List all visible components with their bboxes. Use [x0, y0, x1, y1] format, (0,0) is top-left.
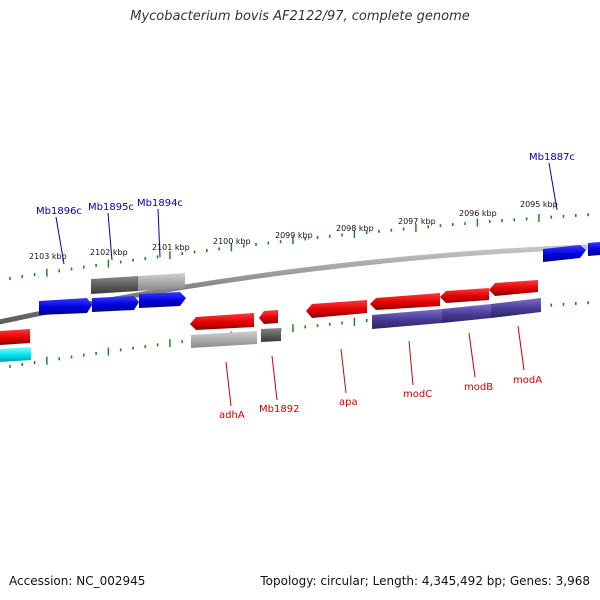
cds-reverse[interactable]: [190, 313, 254, 330]
scale-label: 2098 kbp: [336, 224, 374, 233]
map-title: Mycobacterium bovis AF2122/97, complete …: [130, 9, 470, 24]
accession-text: Accession: NC_002945: [9, 574, 146, 588]
cds-forward[interactable]: [39, 298, 92, 315]
gene-feature[interactable]: [91, 276, 138, 294]
scale-labels: 2103 kbp 2102 kbp 2101 kbp 2100 kbp 2099…: [29, 200, 558, 261]
cds-reverse[interactable]: [0, 329, 30, 345]
gene-label[interactable]: Mb1894c: [137, 198, 183, 209]
gene-label[interactable]: Mb1895c: [88, 202, 134, 213]
gene-label[interactable]: modA: [513, 375, 542, 386]
rna-feature[interactable]: [0, 347, 31, 362]
gene-feature[interactable]: [261, 328, 281, 342]
label-leaders-bottom: [225, 325, 525, 407]
operon-feature[interactable]: [491, 298, 541, 318]
cds-reverse[interactable]: [440, 288, 489, 303]
scale-label: 2102 kbp: [90, 248, 128, 257]
genome-summary-text: Topology: circular; Length: 4,345,492 bp…: [260, 574, 590, 588]
scale-label: 2095 kbp: [520, 200, 558, 209]
scale-label: 2101 kbp: [152, 243, 190, 252]
gene-label[interactable]: Mb1892: [259, 404, 299, 415]
gene-label[interactable]: modB: [464, 382, 493, 393]
cds-forward[interactable]: [92, 296, 139, 312]
scale-label: 2097 kbp: [398, 217, 436, 226]
cds-forward[interactable]: [588, 242, 600, 256]
cds-forward[interactable]: [543, 245, 586, 262]
gene-label[interactable]: modC: [403, 389, 432, 400]
gene-feature[interactable]: [191, 331, 257, 348]
scale-label: 2099 kbp: [275, 231, 313, 240]
gene-feature[interactable]: [138, 273, 185, 291]
scale-ticks-outer: [9, 213, 589, 280]
gene-label[interactable]: Mb1887c: [529, 152, 575, 163]
gene-label[interactable]: Mb1896c: [36, 206, 82, 217]
scale-label: 2103 kbp: [29, 252, 67, 261]
cds-reverse[interactable]: [306, 300, 367, 318]
label-leaders-top: [55, 162, 558, 265]
cds-forward[interactable]: [139, 292, 186, 308]
cds-reverse[interactable]: [489, 280, 538, 296]
cds-reverse[interactable]: [370, 293, 440, 310]
scale-label: 2100 kbp: [213, 237, 251, 246]
scale-label: 2096 kbp: [459, 209, 497, 218]
operon-feature[interactable]: [442, 304, 491, 323]
gene-label[interactable]: adhA: [219, 410, 245, 421]
gene-label[interactable]: apa: [339, 397, 358, 408]
cds-reverse[interactable]: [259, 310, 278, 324]
operon-feature[interactable]: [372, 309, 442, 329]
